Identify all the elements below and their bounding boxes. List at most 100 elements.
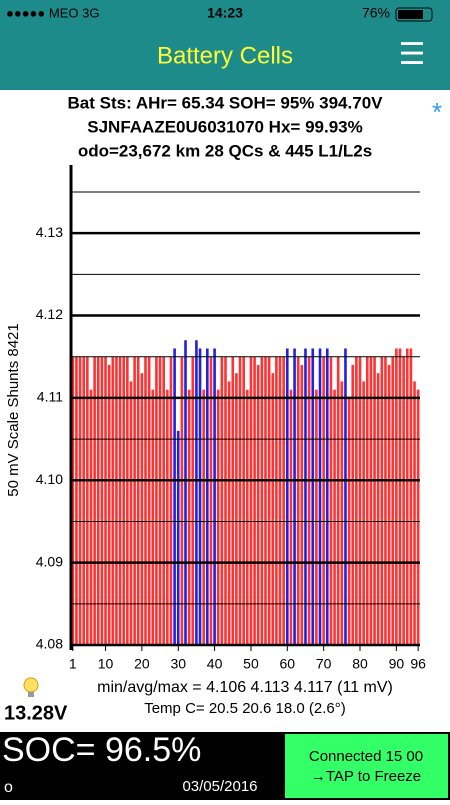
info-line: Bat Sts: AHr= 65.34 SOH= 95% 394.70V <box>68 93 384 112</box>
corner-mark: o <box>4 779 13 796</box>
bulb-base <box>28 692 34 697</box>
bar <box>362 381 365 645</box>
y-tick-label: 4.09 <box>36 553 63 569</box>
time: 14:23 <box>207 5 243 21</box>
bar <box>93 356 96 645</box>
bar <box>144 356 147 645</box>
bar <box>267 356 271 645</box>
bar <box>191 356 195 645</box>
status-button[interactable] <box>285 734 448 798</box>
bar <box>224 356 227 645</box>
menu-button[interactable]: ☰ <box>399 38 426 71</box>
bar <box>133 356 136 645</box>
bar <box>151 389 155 645</box>
min-avg-max: min/avg/max = 4.106 4.113 4.117 (11 mV) <box>97 679 393 696</box>
bar <box>373 356 376 645</box>
bar <box>336 356 340 645</box>
bar <box>256 364 260 645</box>
bar <box>78 356 82 645</box>
battery-icon <box>395 7 433 22</box>
y-tick-label: 4.11 <box>37 389 63 405</box>
bar <box>220 356 224 645</box>
bar <box>227 381 231 645</box>
bar <box>271 373 275 645</box>
x-tick-label: 20 <box>134 656 150 672</box>
bar <box>278 356 282 645</box>
bar <box>195 340 198 645</box>
bulb-icon[interactable] <box>23 677 39 693</box>
bar <box>376 373 380 645</box>
bar <box>333 389 336 645</box>
bar <box>369 356 373 645</box>
bar <box>289 389 293 645</box>
bar <box>155 356 158 645</box>
bar <box>311 348 315 645</box>
status-text: →TAP to Freeze <box>311 768 421 785</box>
bar <box>315 389 318 645</box>
bar <box>395 348 398 645</box>
bar <box>158 356 162 645</box>
x-tick-label: 40 <box>207 656 223 672</box>
bar <box>409 348 413 645</box>
bar <box>235 373 238 645</box>
bar <box>416 389 420 645</box>
bar <box>209 356 213 645</box>
bar <box>169 356 173 645</box>
bar <box>166 389 169 645</box>
bar <box>89 389 93 645</box>
temperature: Temp C= 20.5 20.6 18.0 (2.6°) <box>144 700 346 717</box>
bar <box>187 389 191 645</box>
x-tick-label: 50 <box>243 656 259 672</box>
bar <box>318 348 322 645</box>
bar <box>307 356 311 645</box>
bar <box>184 340 187 645</box>
bar <box>173 348 176 645</box>
asterisk[interactable]: * <box>432 97 442 127</box>
x-tick-label: 70 <box>316 656 332 672</box>
bar <box>231 356 235 645</box>
bar <box>216 389 220 645</box>
bar <box>71 356 75 645</box>
bar <box>355 356 358 645</box>
bar <box>413 381 416 645</box>
bar <box>246 389 249 645</box>
bar <box>176 430 180 645</box>
bar <box>384 356 387 645</box>
app-title: Battery Cells <box>157 42 293 69</box>
x-tick-label: 96 <box>410 656 426 672</box>
bar <box>340 381 344 645</box>
voltage: 13.28V <box>4 702 68 724</box>
header-bg <box>0 0 450 90</box>
bar <box>282 356 285 645</box>
x-tick-label: 30 <box>170 656 186 672</box>
bar <box>275 356 278 645</box>
bar <box>115 356 118 645</box>
soc: SOC= 96.5% <box>2 731 201 769</box>
bar <box>180 356 184 645</box>
bar <box>387 364 391 645</box>
battery-level <box>398 10 423 19</box>
x-tick-label: 90 <box>389 656 405 672</box>
carrier: ●●●●● MEO 3G <box>6 5 99 20</box>
y-tick-label: 4.12 <box>36 306 63 322</box>
bar <box>365 356 369 645</box>
status-text: Connected 15 00 <box>309 748 423 765</box>
bar <box>322 356 325 645</box>
bar <box>344 348 347 645</box>
battery-pct: 76% <box>362 5 390 21</box>
bar <box>329 356 333 645</box>
x-tick-label: 1 <box>69 656 77 672</box>
info-line: SJNFAAZE0U6031070 Hx= 99.93% <box>87 117 362 136</box>
bar <box>82 356 86 645</box>
bar <box>198 348 202 645</box>
bar <box>249 356 253 645</box>
bar <box>140 373 144 645</box>
bar <box>75 356 78 645</box>
info-line: odo=23,672 km 28 QCs & 445 L1/L2s <box>78 141 372 160</box>
x-tick-label: 80 <box>352 656 368 672</box>
bar <box>380 356 384 645</box>
bar <box>264 356 267 645</box>
y-axis-label: 50 mV Scale Shunts 8421 <box>5 323 22 496</box>
